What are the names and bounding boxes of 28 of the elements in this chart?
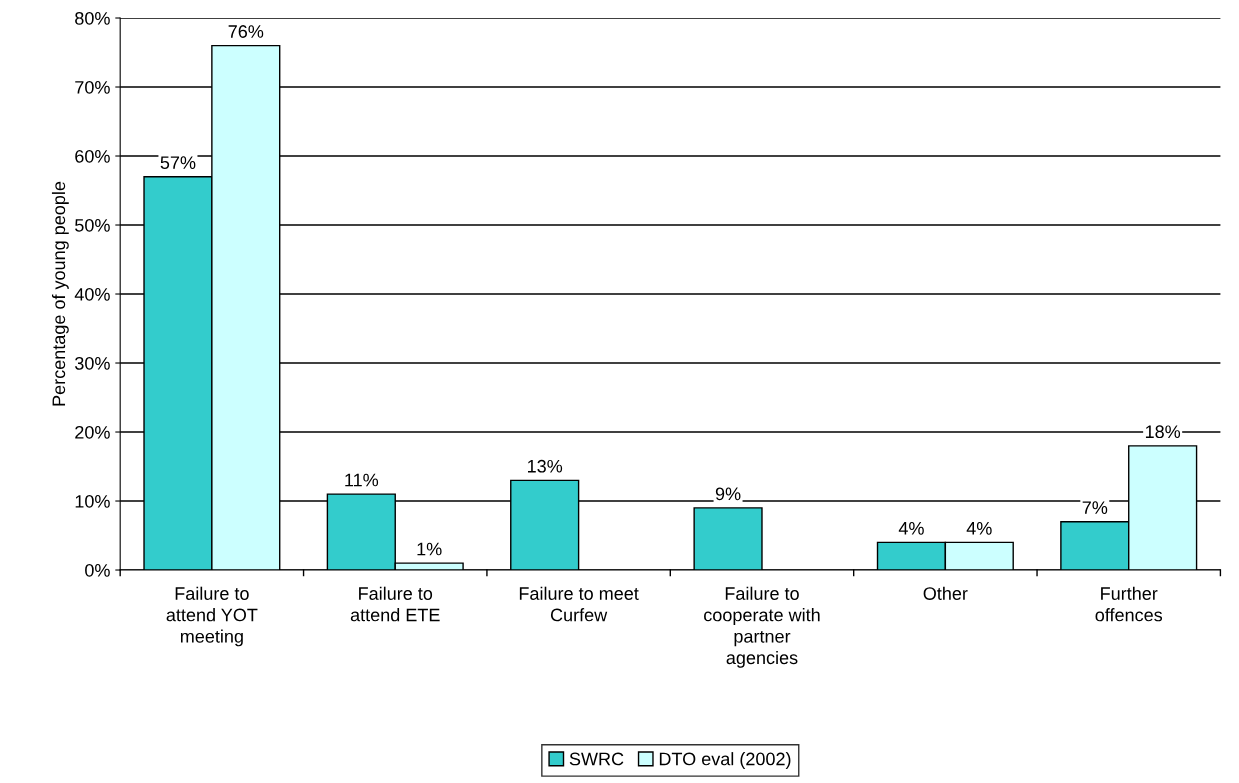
data-label: 18% (1145, 425, 1181, 439)
y-tick-label: 0% (85, 563, 110, 577)
y-tick-label: 60% (75, 149, 110, 163)
y-tick-label: 50% (75, 218, 110, 232)
data-label: 1% (417, 542, 442, 556)
data-label: 7% (1082, 501, 1108, 514)
data-label: 4% (966, 522, 992, 535)
data-label: 11% (345, 473, 379, 487)
data-label: 57% (160, 156, 196, 169)
y-tick-label: 70% (75, 80, 110, 94)
y-tick-label: 80% (75, 11, 110, 25)
y-tick-label: 20% (75, 425, 110, 439)
data-label: 76% (228, 25, 264, 38)
y-tick-label: 10% (75, 494, 110, 508)
y-axis-title: Percentage of young people (51, 181, 69, 406)
x-tick-label: Failure to meet Curfew (519, 586, 639, 622)
legend-label: SWRC (569, 752, 624, 766)
x-tick-label: Failure to attend YOT meeting (166, 586, 258, 647)
x-tick-label: Other (923, 586, 968, 600)
x-tick-label: Further offences (1095, 586, 1163, 622)
y-tick-label: 30% (75, 356, 110, 370)
data-label: 9% (715, 487, 741, 501)
data-label: 4% (898, 522, 924, 535)
x-tick-label: Failure to attend ETE (350, 586, 440, 622)
y-tick-label: 40% (74, 287, 110, 301)
x-tick-label: Failure to cooperate with partner agencies (704, 586, 820, 668)
data-label: 13% (528, 459, 563, 473)
legend-label: DTO eval (2002) (659, 752, 791, 769)
